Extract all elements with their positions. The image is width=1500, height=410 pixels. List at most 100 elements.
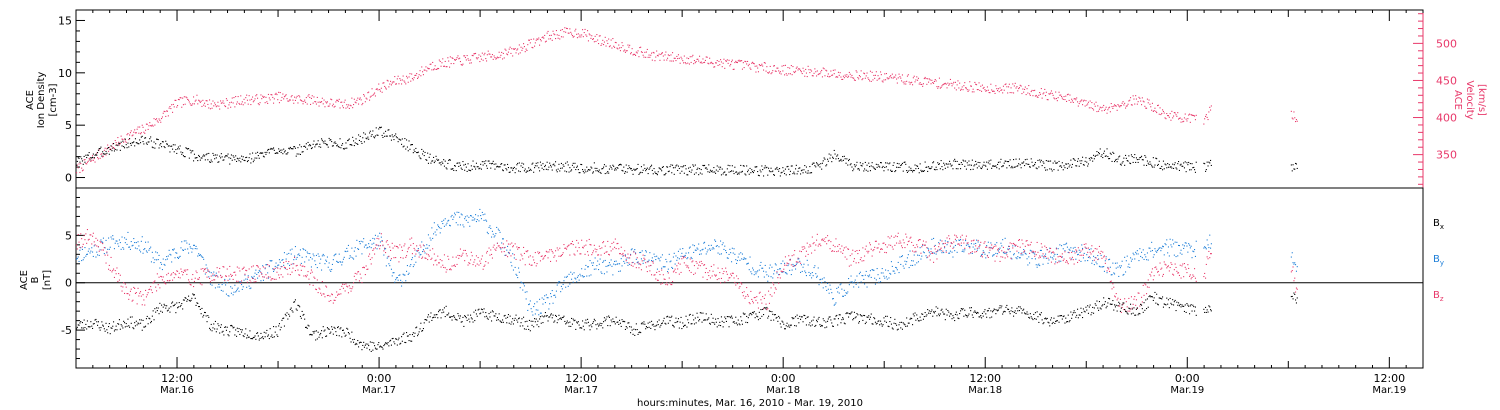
data-point	[530, 308, 532, 310]
data-point	[1210, 105, 1212, 107]
data-point	[81, 246, 83, 248]
data-point	[1066, 167, 1068, 169]
data-point	[962, 249, 964, 251]
data-point	[509, 171, 511, 173]
data-point	[719, 272, 721, 274]
data-point	[630, 168, 632, 170]
data-point	[827, 160, 829, 162]
data-point	[867, 170, 869, 172]
data-point	[358, 248, 360, 250]
data-point	[992, 255, 994, 257]
data-point	[570, 170, 572, 172]
data-point	[950, 242, 952, 244]
data-point	[409, 148, 411, 150]
data-point	[814, 265, 816, 267]
data-point	[1176, 241, 1178, 243]
data-point	[1055, 247, 1057, 249]
data-point	[624, 254, 626, 256]
data-point	[390, 135, 392, 137]
data-point	[597, 170, 599, 172]
data-point	[783, 271, 785, 273]
data-point	[566, 171, 568, 173]
data-point	[624, 255, 626, 257]
data-point	[1051, 170, 1053, 172]
data-point	[597, 260, 599, 262]
data-point	[105, 150, 107, 152]
data-point	[1179, 164, 1181, 166]
data-point	[1135, 157, 1137, 159]
data-point	[510, 167, 512, 169]
data-point	[385, 265, 387, 267]
data-point	[118, 144, 120, 146]
data-point	[310, 272, 312, 274]
data-point	[910, 264, 912, 266]
data-point	[632, 261, 634, 263]
data-point	[243, 279, 245, 281]
data-point	[652, 173, 654, 175]
data-point	[465, 166, 467, 168]
data-point	[405, 256, 407, 258]
data-point	[184, 156, 186, 158]
data-point	[156, 120, 158, 122]
data-point	[121, 290, 123, 292]
data-point	[215, 157, 217, 159]
data-point	[743, 165, 745, 167]
data-point	[300, 146, 302, 148]
data-point	[130, 241, 132, 243]
data-point	[752, 300, 754, 302]
data-point	[587, 254, 589, 256]
data-point	[727, 164, 729, 166]
data-point	[124, 147, 126, 149]
data-point	[104, 254, 106, 256]
data-point	[259, 152, 261, 154]
data-point	[971, 252, 973, 254]
data-point	[386, 240, 388, 242]
data-point	[1157, 104, 1159, 106]
data-point	[833, 149, 835, 151]
data-point	[826, 289, 828, 291]
data-point	[79, 249, 81, 251]
data-point	[1139, 97, 1141, 99]
data-point	[766, 66, 768, 68]
data-point	[355, 255, 357, 257]
data-point	[438, 262, 440, 264]
data-point	[190, 247, 192, 249]
data-point	[262, 95, 264, 97]
data-point	[1193, 251, 1195, 253]
data-point	[589, 260, 591, 262]
data-point	[172, 111, 174, 113]
data-point	[280, 151, 282, 153]
data-point	[1044, 255, 1046, 257]
data-point	[1085, 100, 1087, 102]
data-point	[424, 257, 426, 259]
data-point	[1080, 162, 1082, 164]
data-point	[1019, 84, 1021, 86]
data-point	[598, 245, 600, 247]
data-point	[748, 269, 750, 271]
data-point	[974, 164, 976, 166]
data-point	[690, 61, 692, 63]
data-point	[837, 286, 839, 288]
data-point	[163, 146, 165, 148]
data-point	[373, 136, 375, 138]
data-point	[673, 57, 675, 59]
data-point	[669, 282, 671, 284]
data-point	[336, 99, 338, 101]
data-point	[992, 254, 994, 256]
data-point	[441, 161, 443, 163]
data-point	[1065, 163, 1067, 165]
data-point	[1015, 158, 1017, 160]
data-point	[1064, 250, 1066, 252]
data-point	[1045, 253, 1047, 255]
data-point	[504, 48, 506, 50]
data-point	[316, 96, 318, 98]
data-point	[331, 263, 333, 265]
data-point	[865, 75, 867, 77]
data-point	[236, 280, 238, 282]
data-point	[454, 264, 456, 266]
data-point	[1012, 167, 1014, 169]
data-point	[859, 76, 861, 78]
data-point	[605, 45, 607, 47]
data-point	[752, 302, 754, 304]
data-point	[568, 32, 570, 34]
